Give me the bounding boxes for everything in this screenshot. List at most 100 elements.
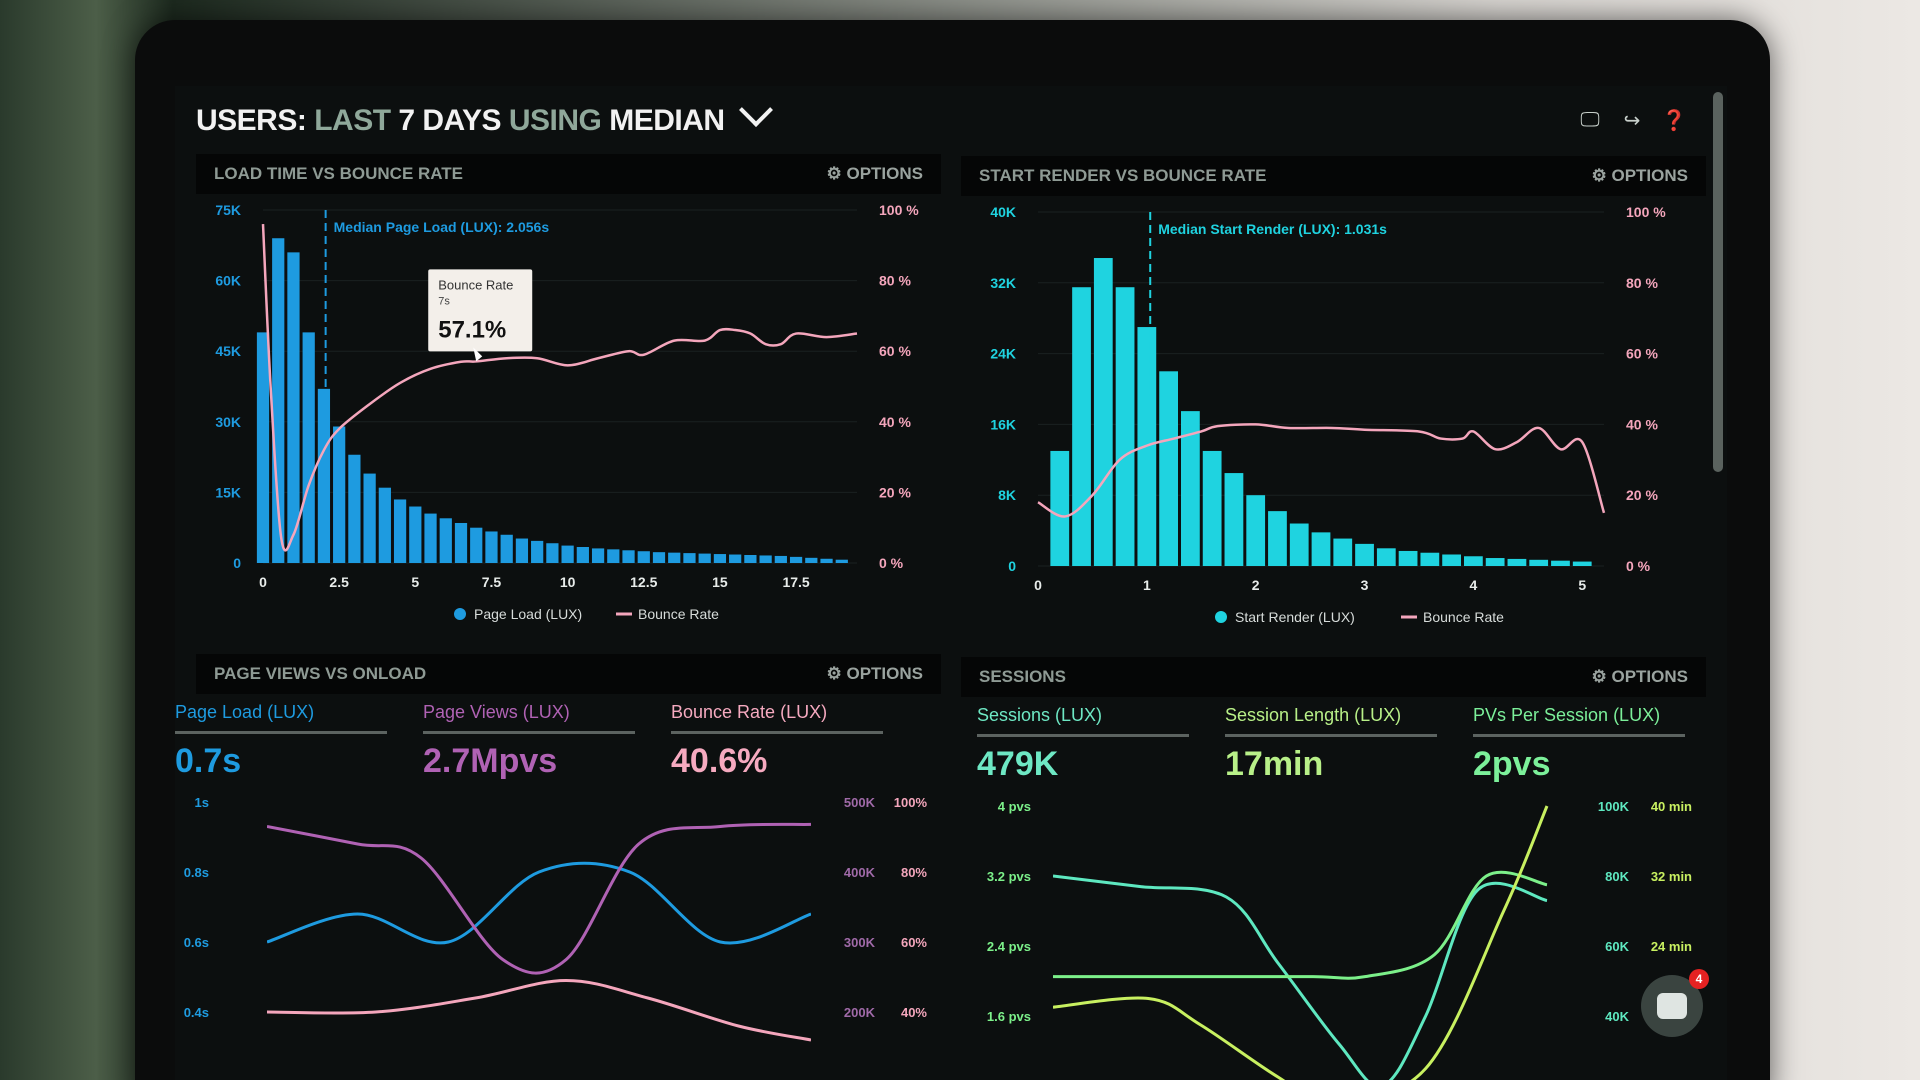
y-tick-label: 0.4s	[184, 1005, 209, 1020]
bar	[1050, 450, 1070, 566]
bar	[515, 538, 529, 563]
bar	[1072, 287, 1091, 566]
tooltip-sub: 7s	[438, 295, 450, 307]
y2-tick-label: 200K	[844, 1005, 876, 1020]
y2-tick-label: 80 %	[879, 273, 911, 289]
metric-value: 479K	[977, 745, 1059, 783]
bar	[774, 555, 787, 563]
y2-tick-label: 0 %	[1626, 558, 1651, 574]
y-tick-label: 8K	[998, 487, 1016, 503]
legend-marker	[1215, 611, 1227, 623]
y-tick-label: 32K	[990, 275, 1016, 291]
metric-label: Session Length (LUX)	[1225, 705, 1437, 737]
series-group	[1053, 805, 1549, 1080]
metric-sessions-lux-: Sessions (LUX) 479K	[977, 705, 1189, 783]
bar	[1333, 538, 1353, 566]
y2-tick-label: 100K	[1598, 799, 1630, 814]
panel-title: SESSIONS	[979, 667, 1066, 686]
y3-tick-label: 40 min	[1651, 799, 1692, 814]
bar	[1355, 543, 1374, 566]
series-line-bounce-rate-lux-	[267, 978, 811, 1042]
metric-label: Page Views (LUX)	[423, 702, 635, 734]
options-button[interactable]: ⚙ OPTIONS	[826, 164, 923, 183]
bar	[470, 527, 483, 563]
y3-tick-label: 80%	[901, 865, 927, 880]
bar	[424, 513, 437, 563]
panel-title: START RENDER VS BOUNCE RATE	[979, 166, 1267, 185]
monitor-icon[interactable]: 🖵	[1580, 108, 1600, 131]
bar	[1529, 559, 1549, 566]
y2-tick-label: 100 %	[879, 202, 919, 218]
options-label: OPTIONS	[846, 164, 923, 183]
bar	[1442, 554, 1461, 566]
bar	[1551, 560, 1570, 566]
bar	[302, 332, 315, 563]
bar	[668, 552, 681, 563]
metric-value: 2.7Mpvs	[423, 742, 558, 780]
median-annotation: Median Start Render (LUX): 1.031s	[1158, 221, 1387, 237]
bar	[683, 553, 696, 563]
bar	[622, 550, 635, 563]
bounce-rate-line	[261, 224, 858, 552]
share-icon[interactable]: ↪	[1623, 109, 1641, 132]
bar	[500, 534, 513, 563]
metric-bounce-rate-lux-: Bounce Rate (LUX) 40.6%	[671, 702, 883, 780]
x-tick-label: 10	[560, 574, 576, 590]
x-tick-label: 2.5	[329, 574, 349, 590]
x-tick-label: 15	[712, 574, 728, 590]
x-tick-label: 7.5	[482, 574, 502, 590]
y-tick-label: 4 pvs	[998, 799, 1031, 814]
bar	[287, 252, 300, 564]
help-icon[interactable]: ❓	[1661, 109, 1687, 132]
dashboard-screen: USERS: LAST 7 DAYS USING MEDIAN 🖵 ↪ ❓ LO…	[175, 86, 1727, 1080]
panel-title: PAGE VIEWS VS ONLOAD	[214, 664, 427, 683]
options-label: OPTIONS	[1611, 166, 1688, 185]
title-days: 7 DAYS	[398, 104, 501, 137]
bar	[805, 557, 818, 563]
options-button[interactable]: ⚙ OPTIONS	[1591, 667, 1688, 686]
bar	[531, 540, 544, 563]
bar	[348, 454, 361, 563]
series-line-page-views-lux-	[267, 822, 811, 975]
y2-tick-label: 40 %	[879, 414, 911, 430]
y3-tick-label: 32 min	[1651, 869, 1692, 884]
y2-tick-label: 20 %	[879, 484, 911, 500]
title-using: USING	[508, 104, 602, 137]
panel-header-load-time: LOAD TIME VS BOUNCE RATE ⚙ OPTIONS	[196, 154, 941, 194]
x-tick-label: 0	[1034, 577, 1042, 593]
options-label: OPTIONS	[846, 664, 923, 683]
legend-label: Bounce Rate	[1423, 609, 1504, 625]
bar	[485, 531, 498, 563]
y2-tick-label: 60K	[1605, 939, 1629, 954]
y-tick-label: 0	[1008, 558, 1016, 574]
bar	[1398, 550, 1418, 566]
y2-tick-label: 60 %	[879, 343, 911, 359]
cursor-icon	[473, 347, 483, 362]
series-line-session-length-lux-	[1053, 805, 1549, 1080]
page-title[interactable]: USERS: LAST 7 DAYS USING MEDIAN	[196, 93, 774, 138]
options-button[interactable]: ⚙ OPTIONS	[826, 664, 923, 683]
bar	[256, 332, 270, 563]
y-tick-label: 16K	[990, 416, 1016, 432]
metric-label: PVs Per Session (LUX)	[1473, 705, 1685, 737]
bar	[1376, 548, 1396, 566]
bar	[393, 499, 407, 563]
bar	[1224, 473, 1244, 566]
bar	[378, 487, 391, 563]
panel-title: LOAD TIME VS BOUNCE RATE	[214, 164, 464, 183]
median-annotation: Median Page Load (LUX): 2.056s	[334, 219, 550, 235]
chat-button[interactable]: 4	[1641, 969, 1709, 1037]
bar	[546, 543, 559, 563]
x-tick-label: 5	[411, 574, 419, 590]
metric-value: 2pvs	[1473, 745, 1551, 783]
y-tick-label: 2.4 pvs	[987, 939, 1031, 954]
y-tick-label: 60K	[215, 273, 241, 289]
options-button[interactable]: ⚙ OPTIONS	[1591, 166, 1688, 185]
scrollbar[interactable]	[1713, 92, 1723, 472]
bar	[1093, 258, 1113, 566]
metric-pvs-per-session-lux-: PVs Per Session (LUX) 2pvs	[1473, 705, 1685, 783]
tooltip-box	[428, 269, 533, 352]
y-tick-label: 1s	[195, 795, 209, 810]
bar	[744, 554, 757, 563]
metric-value: 0.7s	[175, 742, 242, 780]
